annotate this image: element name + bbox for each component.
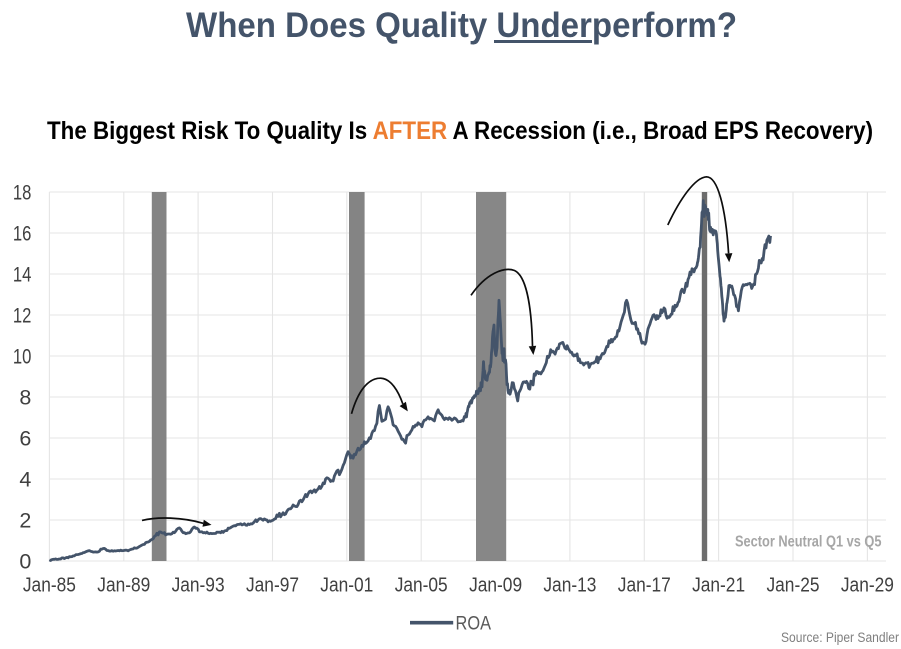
svg-text:14: 14 bbox=[13, 262, 32, 286]
svg-text:16: 16 bbox=[13, 221, 32, 245]
svg-text:Jan-29: Jan-29 bbox=[841, 574, 894, 597]
svg-text:10: 10 bbox=[13, 344, 32, 368]
svg-text:ROA: ROA bbox=[456, 613, 492, 634]
svg-text:0: 0 bbox=[19, 549, 31, 573]
svg-text:Jan-85: Jan-85 bbox=[23, 574, 76, 597]
svg-text:Jan-89: Jan-89 bbox=[97, 574, 150, 597]
svg-text:Jan-21: Jan-21 bbox=[692, 574, 745, 597]
svg-text:Jan-13: Jan-13 bbox=[543, 574, 596, 597]
svg-text:6: 6 bbox=[19, 426, 31, 450]
svg-text:Jan-25: Jan-25 bbox=[767, 574, 820, 597]
svg-text:12: 12 bbox=[13, 303, 32, 327]
svg-text:Jan-97: Jan-97 bbox=[246, 574, 299, 597]
svg-text:2: 2 bbox=[19, 508, 31, 532]
svg-text:Jan-01: Jan-01 bbox=[320, 574, 373, 597]
svg-text:8: 8 bbox=[19, 385, 31, 409]
svg-text:Source: Piper Sandler: Source: Piper Sandler bbox=[781, 630, 899, 645]
svg-text:Jan-93: Jan-93 bbox=[172, 574, 225, 597]
svg-text:18: 18 bbox=[13, 180, 32, 204]
svg-text:Sector Neutral Q1 vs Q5: Sector Neutral Q1 vs Q5 bbox=[735, 533, 882, 550]
svg-text:4: 4 bbox=[19, 467, 31, 491]
svg-text:Jan-17: Jan-17 bbox=[618, 574, 671, 597]
svg-text:Jan-05: Jan-05 bbox=[395, 574, 448, 597]
svg-text:Jan-09: Jan-09 bbox=[469, 574, 522, 597]
